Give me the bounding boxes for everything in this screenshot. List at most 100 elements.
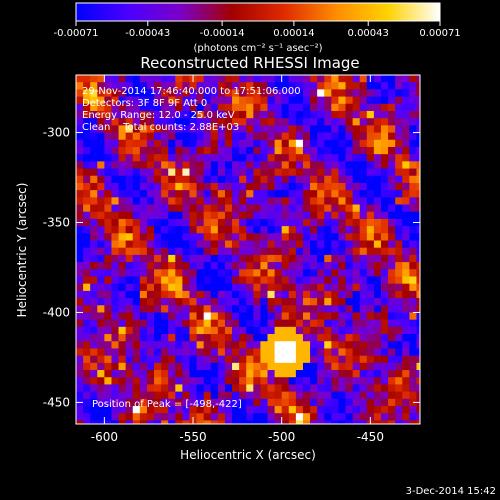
- heatmap-cell: [324, 233, 332, 241]
- heatmap-cell: [90, 326, 98, 335]
- heatmap-cell: [168, 370, 176, 378]
- heatmap-cell: [409, 319, 417, 328]
- heatmap-cell: [310, 413, 318, 421]
- heatmap-cell: [373, 348, 382, 357]
- heatmap-cell: [352, 413, 361, 421]
- heatmap-cell: [317, 197, 325, 205]
- heatmap-cell: [373, 420, 382, 424]
- heatmap-cell: [217, 190, 226, 198]
- heatmap-cell: [232, 103, 240, 112]
- heatmap-cell: [217, 118, 226, 126]
- heatmap-cell: [310, 103, 318, 112]
- annotation-clean: Clean Total counts: 2.88E+03: [82, 122, 239, 133]
- heatmap-cell: [146, 146, 155, 155]
- heatmap-cell: [196, 305, 205, 313]
- heatmap-cell: [338, 319, 346, 328]
- heatmap-cell: [175, 262, 183, 270]
- heatmap-cell: [310, 125, 318, 133]
- heatmap-cell: [90, 110, 98, 119]
- heatmap-cell: [317, 254, 325, 263]
- heatmap-cell: [295, 420, 304, 424]
- heatmap-cell: [203, 118, 212, 126]
- heatmap-cell: [274, 305, 283, 313]
- heatmap-cell: [373, 103, 382, 112]
- heatmap-cell: [182, 168, 190, 177]
- heatmap-cell: [76, 190, 84, 198]
- heatmap-cell: [402, 391, 410, 400]
- heatmap-cell: [76, 355, 84, 364]
- heatmap-cell: [118, 197, 127, 205]
- heatmap-cell: [90, 89, 98, 97]
- heatmap-cell: [359, 240, 368, 249]
- heatmap-cell: [288, 110, 297, 119]
- heatmap-cell: [402, 269, 410, 277]
- heatmap-cell: [154, 182, 162, 191]
- heatmap-cell: [203, 370, 212, 378]
- heatmap-cell: [395, 406, 403, 414]
- heatmap-cell: [416, 182, 420, 191]
- heatmap-cell: [260, 125, 268, 133]
- heatmap-cell: [90, 312, 98, 321]
- heatmap-cell: [267, 391, 275, 400]
- colorbar-tick-label: -0.00071: [54, 28, 99, 39]
- heatmap-cell: [260, 197, 268, 205]
- heatmap-cell: [352, 406, 361, 414]
- heatmap-cell: [146, 326, 155, 335]
- heatmap-cell: [338, 103, 346, 112]
- heatmap-cell: [359, 298, 368, 306]
- heatmap-cell: [395, 262, 403, 270]
- heatmap-cell: [281, 110, 290, 119]
- heatmap-cell: [302, 110, 311, 119]
- heatmap-cell: [224, 254, 233, 263]
- heatmap-cell: [331, 391, 339, 400]
- heatmap-cell: [373, 305, 382, 313]
- heatmap-cell: [196, 110, 205, 119]
- heatmap-cell: [97, 233, 105, 241]
- heatmap-cell: [161, 406, 169, 414]
- heatmap-cell: [224, 139, 233, 148]
- heatmap-cell: [97, 254, 105, 263]
- heatmap-cell: [175, 75, 183, 83]
- heatmap-cell: [359, 125, 368, 133]
- annotation-energy: Energy Range: 12.0 - 25.0 keV: [82, 110, 235, 121]
- heatmap-cell: [111, 254, 119, 263]
- heatmap-cell: [416, 247, 420, 256]
- heatmap-cell: [338, 146, 346, 155]
- heatmap-cell: [416, 355, 420, 364]
- heatmap-cell: [76, 89, 84, 97]
- heatmap-cell: [345, 139, 354, 148]
- heatmap-cell: [402, 197, 410, 205]
- heatmap-cell: [317, 283, 325, 292]
- heatmap-cell: [76, 233, 84, 241]
- heatmap-cell: [168, 110, 176, 119]
- heatmap-cell: [288, 262, 297, 270]
- heatmap-cell: [352, 161, 361, 169]
- heatmap-cell: [246, 233, 254, 241]
- heatmap-cell: [154, 362, 162, 371]
- heatmap-cell: [409, 290, 417, 299]
- heatmap-cell: [196, 89, 205, 97]
- heatmap-cell: [409, 96, 417, 105]
- heatmap-cell: [161, 283, 169, 292]
- heatmap-cell: [90, 82, 98, 90]
- heatmap-cell: [182, 218, 190, 227]
- heatmap-cell: [161, 355, 169, 364]
- heatmap-cell: [239, 132, 247, 141]
- heatmap-cell: [331, 398, 339, 407]
- heatmap-cell: [366, 175, 375, 184]
- heatmap-cell: [317, 305, 325, 313]
- heatmap-cell: [388, 125, 396, 133]
- heatmap-cell: [317, 226, 325, 234]
- heatmap-cell: [118, 319, 127, 328]
- heatmap-cell: [267, 254, 275, 263]
- heatmap-cell: [224, 103, 233, 112]
- heatmap-cell: [196, 319, 205, 328]
- heatmap-cell: [90, 283, 98, 292]
- heatmap-cell: [409, 182, 417, 191]
- heatmap-cell: [416, 377, 420, 385]
- heatmap-cell: [331, 204, 339, 213]
- heatmap-cell: [246, 182, 254, 191]
- heatmap-cell: [154, 341, 162, 349]
- heatmap-cell: [409, 110, 417, 119]
- heatmap-cell: [324, 370, 332, 378]
